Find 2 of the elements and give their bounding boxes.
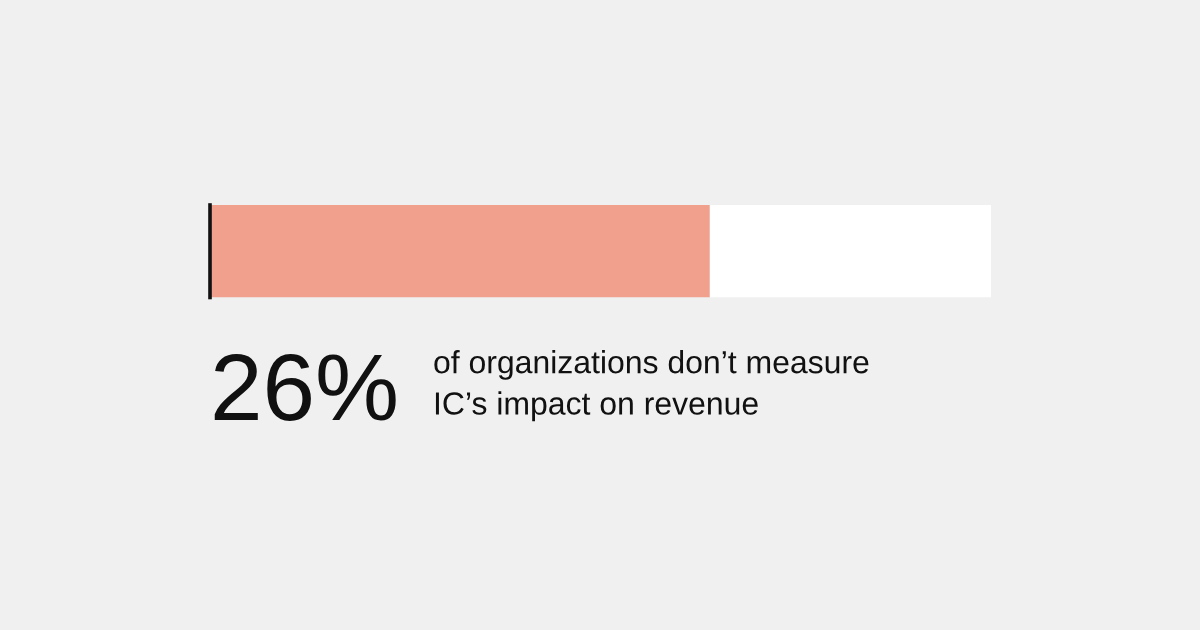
text: 26% (214, 354, 396, 421)
text: of organizations don’t measure IC’s impact on revenue (434, 350, 869, 422)
